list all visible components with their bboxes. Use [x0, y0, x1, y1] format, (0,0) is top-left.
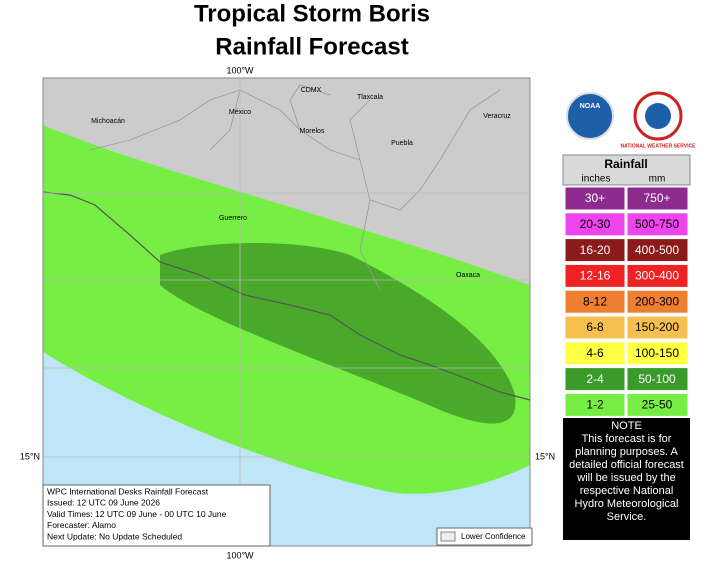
legend-inches: 6-8	[586, 320, 604, 334]
confidence-label: Lower Confidence	[461, 532, 526, 541]
legend-inches: 16-20	[580, 243, 611, 257]
land	[43, 78, 530, 285]
legend-unit: mm	[649, 174, 666, 185]
legend-inches: 2-4	[586, 372, 604, 386]
legend-swatch	[564, 238, 626, 263]
place-label: Oaxaca	[456, 272, 480, 279]
legend-swatch	[626, 315, 689, 340]
legend-swatch	[564, 289, 626, 314]
legend-swatch	[564, 367, 626, 392]
place-label: CDMX	[301, 87, 322, 94]
nws-logo-inner	[645, 103, 671, 129]
legend-swatch	[626, 212, 689, 237]
noaa-logo	[566, 92, 614, 140]
legend-mm: 25-50	[642, 398, 673, 412]
grid-label: 15°N	[535, 451, 555, 461]
title: Rainfall Forecast	[215, 33, 408, 60]
place-label: Morelos	[300, 128, 325, 135]
legend-swatch	[626, 367, 689, 392]
title: Tropical Storm Boris	[194, 0, 430, 27]
legend-swatch	[564, 392, 626, 417]
note-box	[563, 418, 690, 540]
legend-inches: 8-12	[583, 294, 607, 308]
legend-inches: 20-30	[580, 217, 611, 231]
place-label: Guerrero	[219, 215, 247, 222]
legend-swatch	[626, 238, 689, 263]
grid-label: 15°N	[20, 451, 40, 461]
grid-label: 100°W	[226, 550, 254, 560]
legend-mm: 500-750	[635, 217, 679, 231]
legend-swatch	[564, 341, 626, 366]
rain-area-2-4	[160, 242, 516, 424]
note-text: This forecast is for planning purposes. …	[569, 433, 684, 523]
legend-mm: 300-400	[635, 269, 679, 283]
place-label: Michoacán	[91, 118, 125, 125]
legend-inches: 30+	[585, 191, 605, 205]
legend-swatch	[564, 315, 626, 340]
info-line: WPC International Desks Rainfall Forecas…	[47, 486, 209, 496]
legend-swatch	[564, 263, 626, 288]
info-box	[42, 484, 271, 547]
legend-mm: 200-300	[635, 294, 679, 308]
legend-mm: 100-150	[635, 346, 679, 360]
place-label: Tlaxcala	[357, 94, 383, 101]
legend-swatch	[564, 186, 626, 211]
legend-swatch	[626, 289, 689, 314]
legend-swatch	[626, 263, 689, 288]
note: NOTE This forecast is for planning purpo…	[565, 420, 688, 524]
legend-mm: 400-500	[635, 243, 679, 257]
grid-label: 100°W	[226, 65, 254, 75]
legend-swatch	[626, 186, 689, 211]
place-label: Veracruz	[483, 113, 511, 120]
place-label: México	[229, 109, 251, 116]
legend-inches: 1-2	[586, 398, 604, 412]
graticule	[43, 78, 530, 546]
info-line: Forecaster: Alamo	[47, 520, 116, 530]
hatch-swatch	[440, 531, 456, 542]
legend-swatch	[626, 392, 689, 417]
place-label: Puebla	[391, 140, 413, 147]
state-borders	[89, 84, 501, 291]
map-frame	[42, 77, 531, 547]
legend-title: Rainfall	[604, 157, 647, 171]
confidence-key	[436, 527, 533, 546]
legend-inches: 4-6	[586, 346, 604, 360]
coastline	[42, 191, 531, 401]
info-line: Next Update: No Update Scheduled	[47, 531, 182, 541]
note-title: NOTE	[611, 420, 642, 432]
legend-swatch	[564, 212, 626, 237]
legend-header	[562, 154, 691, 186]
legend-mm: 750+	[643, 191, 670, 205]
legend-mm: 50-100	[638, 372, 676, 386]
info-line: Issued: 12 UTC 09 June 2026	[47, 498, 160, 508]
legend-swatch	[626, 341, 689, 366]
legend-inches: 12-16	[580, 269, 611, 283]
legend-mm: 150-200	[635, 320, 679, 334]
noaa-text: NOAA	[580, 103, 601, 110]
info-line: Valid Times: 12 UTC 09 June - 00 UTC 10 …	[47, 509, 227, 519]
nws-text: NATIONAL WEATHER SERVICE	[621, 143, 697, 149]
legend-unit: inches	[582, 174, 611, 185]
